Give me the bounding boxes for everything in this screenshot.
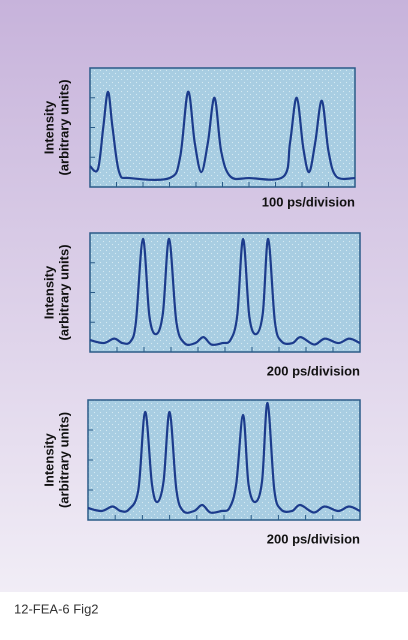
caption: 12-FEA-6 Fig2 [14, 601, 99, 616]
y-axis-label: (arbitrary units) [56, 244, 71, 340]
plot-area [87, 399, 361, 521]
trace [89, 90, 356, 181]
trace [87, 401, 361, 514]
y-axis-label: (arbitrary units) [56, 79, 71, 175]
x-axis-label: 200 ps/division [267, 363, 360, 378]
x-axis-label: 200 ps/division [267, 531, 360, 546]
y-axis-label: Intensity [41, 100, 56, 154]
plot-area [89, 232, 361, 353]
y-axis-label: Intensity [41, 433, 56, 487]
x-axis-label: 100 ps/division [262, 194, 355, 209]
trace [89, 237, 361, 346]
y-axis-label: (arbitrary units) [56, 412, 71, 508]
plot-area [89, 67, 356, 188]
y-axis-label: Intensity [41, 265, 56, 319]
